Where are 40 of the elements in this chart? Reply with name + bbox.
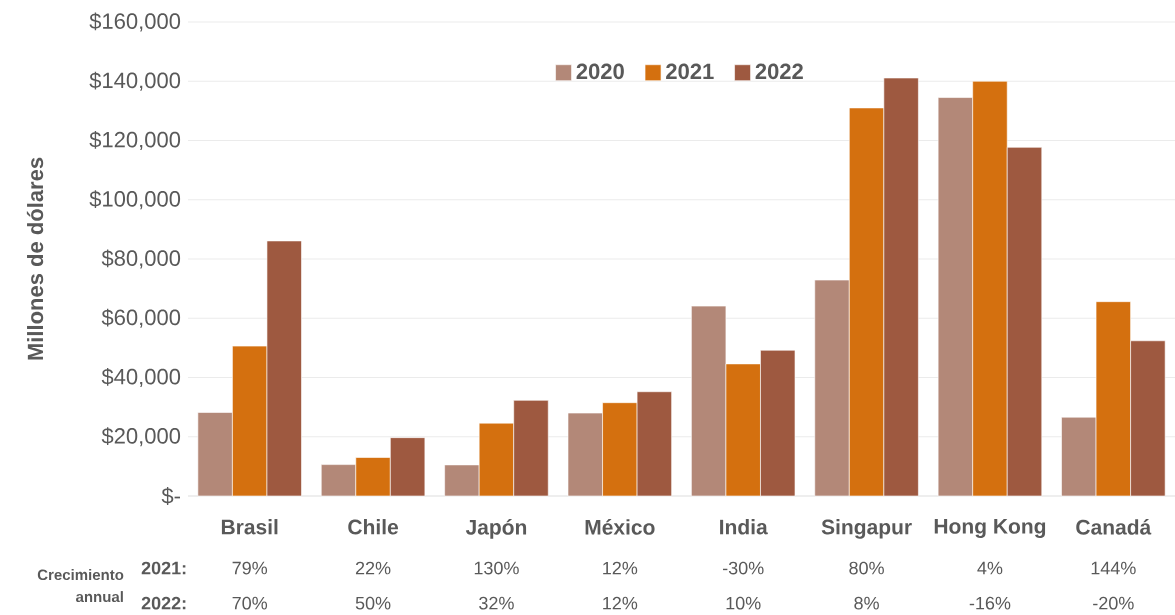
y-tick-label: $160,000 (89, 12, 181, 32)
text: 50% (355, 596, 391, 610)
y-tick-label: $- (161, 487, 180, 505)
y-tick-label: $100,000 (89, 190, 181, 210)
x-tick-label: India (720, 519, 768, 535)
y-tick-label: $60,000 (101, 308, 181, 328)
y-tick-label: $80,000 (101, 249, 181, 269)
legend-label: 2021 (666, 63, 714, 80)
text: 22% (355, 561, 391, 575)
text: 12% (603, 561, 638, 575)
text: 144% (1091, 561, 1136, 575)
x-tick-label: Japón (465, 519, 527, 539)
x-tick-label: Chile (348, 519, 399, 535)
y-axis-title: Millones de dólares (26, 157, 44, 360)
text: 79% (232, 561, 268, 575)
text: 130% (474, 561, 519, 575)
y-tick-label: $20,000 (101, 427, 181, 447)
x-tick-label: Singapur (821, 519, 912, 539)
y-tick-label: $120,000 (89, 130, 181, 151)
text: 2021: (141, 561, 186, 575)
x-tick-label: Brasil (221, 519, 278, 535)
text: 2022: (141, 596, 186, 610)
text: -30% (722, 561, 764, 575)
text: 70% (232, 596, 268, 610)
text: 10% (726, 596, 761, 610)
y-tick-label: $40,000 (101, 367, 181, 388)
x-tick-label: Hong Kong (934, 519, 1046, 538)
text: -16% (969, 596, 1011, 610)
text: 4% (977, 561, 1003, 575)
x-tick-label: México (585, 519, 655, 535)
text: Crecimiento annual (37, 569, 124, 603)
text: 8% (854, 596, 879, 610)
y-tick-label: $140,000 (89, 71, 181, 91)
text: 12% (603, 596, 638, 610)
text: 80% (849, 561, 884, 575)
legend-label: 2020 (576, 63, 624, 80)
x-tick-label: Canadá (1076, 519, 1152, 535)
legend-label: 2022 (755, 63, 803, 80)
text: 32% (479, 596, 514, 610)
text: -20% (1093, 596, 1134, 610)
